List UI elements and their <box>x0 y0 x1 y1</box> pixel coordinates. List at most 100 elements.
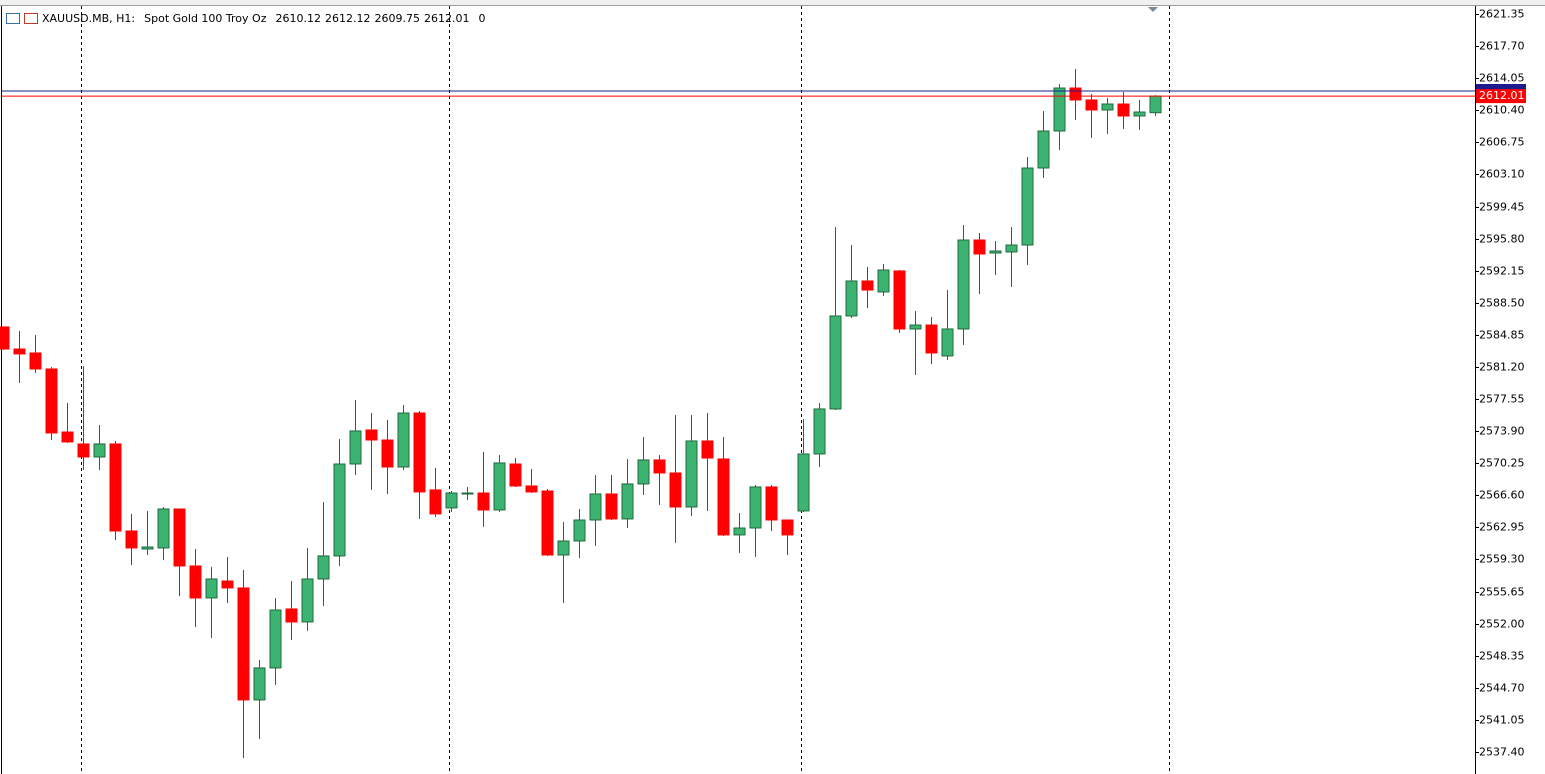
candle-body <box>621 483 634 520</box>
candle-body <box>397 412 410 468</box>
candle-body <box>909 324 922 330</box>
candle-body <box>797 453 810 512</box>
candle-body <box>0 326 10 350</box>
candle-body <box>829 315 842 410</box>
candle-body <box>893 270 906 330</box>
candle-body <box>1133 111 1146 117</box>
candle-body <box>125 530 138 549</box>
candle-body <box>877 269 890 293</box>
marks <box>0 69 1162 758</box>
candle-body <box>381 439 394 468</box>
candle-body <box>765 486 778 521</box>
candle-body <box>301 578 314 623</box>
candle-body <box>205 578 218 599</box>
candle-body <box>221 580 234 589</box>
candle-body <box>749 486 762 529</box>
candle-body <box>413 412 426 493</box>
candle-body <box>365 429 378 441</box>
y-tick-label: 2552.00 <box>1479 618 1525 631</box>
candle-body <box>669 472 682 508</box>
y-tick-label: 2537.40 <box>1479 746 1525 759</box>
candle-body <box>61 431 74 443</box>
candle-body <box>957 239 970 330</box>
candle-body <box>525 485 538 493</box>
y-tick-label: 2617.70 <box>1479 40 1525 53</box>
candle-body <box>1053 87 1066 132</box>
bid-price-box <box>1476 89 1526 104</box>
y-tick-label: 2559.30 <box>1479 553 1525 566</box>
chart-header: XAUUSD.MB, H1: Spot Gold 100 Troy Oz 261… <box>6 12 489 25</box>
candle-body <box>1037 130 1050 169</box>
last-close: 2612.01 <box>423 12 470 25</box>
y-tick-label: 2584.85 <box>1479 329 1525 342</box>
bid-price-label: 2612.01 <box>1479 89 1525 102</box>
y-tick-label: 2581.20 <box>1479 361 1525 374</box>
candle-body <box>557 540 570 556</box>
y-tick-label: 2603.10 <box>1479 168 1525 181</box>
candle-body <box>1069 87 1082 101</box>
candle-body <box>445 492 458 509</box>
candle-body <box>717 458 730 536</box>
candle-body <box>333 463 346 557</box>
candle-body <box>189 565 202 599</box>
candle-body <box>1149 95 1162 114</box>
candle-body <box>253 667 266 701</box>
candle-body <box>29 352 42 370</box>
candle-body <box>605 493 618 520</box>
y-tick-label: 2573.90 <box>1479 425 1525 438</box>
candle-body <box>589 493 602 521</box>
candle-body <box>989 250 1002 254</box>
y-tick-label: 2548.35 <box>1479 650 1525 663</box>
candle-body <box>237 587 250 701</box>
candle-body <box>685 440 698 508</box>
period-separators <box>81 6 1170 774</box>
candle-body <box>77 443 90 458</box>
candle-body <box>1085 99 1098 111</box>
candle-body <box>1005 244 1018 253</box>
y-tick-label: 2614.05 <box>1479 72 1525 85</box>
header-extra: 0 <box>478 12 486 25</box>
candle-body <box>477 492 490 511</box>
candle-body <box>973 239 986 255</box>
icon <box>6 13 20 24</box>
candle-body <box>285 608 298 623</box>
y-tick-label: 2555.65 <box>1479 586 1525 599</box>
candle-body <box>173 508 186 567</box>
y-tick-label: 2541.05 <box>1479 714 1525 727</box>
y-tick-label: 2621.35 <box>1479 8 1525 21</box>
y-tick-label: 2610.40 <box>1479 104 1525 117</box>
candle-body <box>781 519 794 536</box>
candle-body <box>653 459 666 474</box>
y-tick-label: 2592.15 <box>1479 265 1525 278</box>
y-tick-label: 2588.50 <box>1479 297 1525 310</box>
candle-body <box>157 508 170 549</box>
y-tick-label: 2595.80 <box>1479 233 1525 246</box>
symbol: XAUUSD.MB, H1: <box>42 12 136 25</box>
description: Spot Gold 100 Troy Oz <box>144 12 267 25</box>
candle-body <box>1117 103 1130 117</box>
candle-body <box>317 555 330 580</box>
candle-body <box>349 430 362 465</box>
candle-body <box>1021 167 1034 246</box>
candle-body <box>509 463 522 487</box>
candle-body <box>813 408 826 455</box>
candle-body <box>637 459 650 485</box>
candle-body <box>269 609 282 669</box>
candle-body <box>701 440 714 459</box>
candle-body <box>493 462 506 511</box>
y-tick-label: 2577.55 <box>1479 393 1525 406</box>
candle-body <box>1101 103 1114 111</box>
candle-body <box>845 280 858 317</box>
candle-body <box>573 519 586 542</box>
y-tick-label: 2566.60 <box>1479 489 1525 502</box>
candle-body <box>925 324 938 354</box>
candle-body <box>141 546 154 550</box>
y-tick-label: 2599.45 <box>1479 201 1525 214</box>
candle-body <box>45 368 58 434</box>
last-high: 2612.12 <box>324 12 371 25</box>
candle-body <box>109 443 122 532</box>
candle-body <box>461 492 474 495</box>
y-tick-label: 2562.95 <box>1479 521 1525 534</box>
